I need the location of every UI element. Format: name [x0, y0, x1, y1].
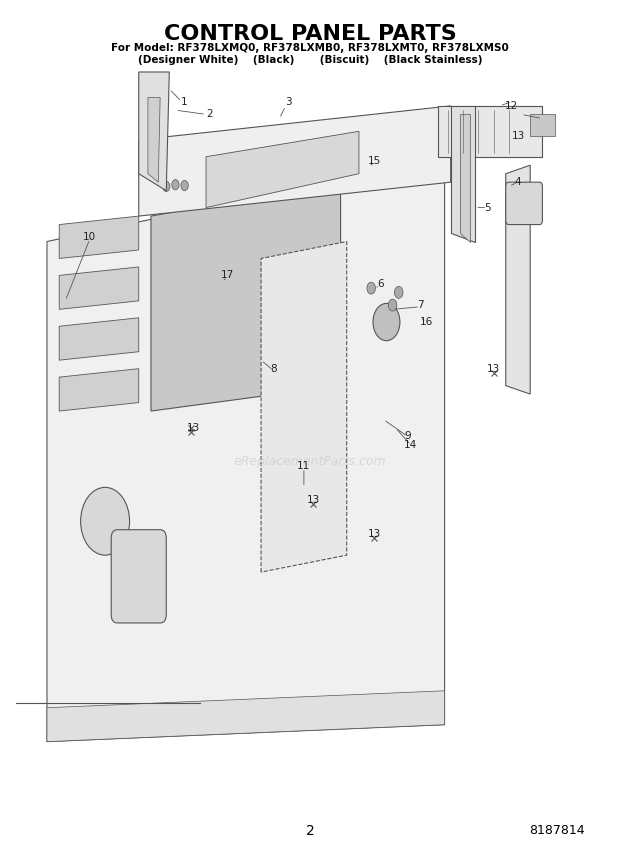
Text: (Designer White)    (Black)       (Biscuit)    (Black Stainless): (Designer White) (Black) (Biscuit) (Blac…: [138, 55, 482, 65]
Polygon shape: [60, 267, 139, 309]
Text: 13: 13: [187, 423, 200, 433]
Polygon shape: [139, 72, 169, 191]
Polygon shape: [47, 157, 445, 741]
Circle shape: [172, 180, 179, 190]
Polygon shape: [261, 241, 347, 572]
Polygon shape: [60, 318, 139, 360]
Text: 13: 13: [368, 529, 381, 539]
Text: 16: 16: [420, 317, 433, 327]
Circle shape: [181, 181, 188, 191]
Text: 17: 17: [221, 270, 234, 281]
Circle shape: [388, 299, 397, 311]
Text: 8187814: 8187814: [529, 824, 585, 837]
FancyBboxPatch shape: [506, 182, 542, 224]
Text: 9: 9: [405, 431, 411, 442]
Polygon shape: [438, 106, 542, 157]
Text: eReplacementParts.com: eReplacementParts.com: [234, 455, 386, 468]
Circle shape: [394, 287, 403, 298]
Text: 13: 13: [487, 364, 500, 374]
Text: CONTROL PANEL PARTS: CONTROL PANEL PARTS: [164, 24, 456, 44]
Text: 3: 3: [285, 97, 292, 107]
Text: 13: 13: [512, 131, 525, 140]
Polygon shape: [506, 165, 530, 394]
Polygon shape: [148, 98, 160, 182]
Text: 4: 4: [515, 177, 521, 187]
Text: 6: 6: [377, 279, 384, 288]
Circle shape: [162, 181, 170, 192]
Text: 11: 11: [297, 461, 311, 471]
Text: 2: 2: [306, 823, 314, 838]
Text: 7: 7: [417, 300, 423, 310]
Polygon shape: [139, 106, 451, 216]
Circle shape: [367, 282, 376, 294]
Polygon shape: [460, 115, 470, 241]
Text: 2: 2: [206, 110, 213, 119]
FancyBboxPatch shape: [111, 530, 166, 623]
Text: 1: 1: [181, 97, 188, 107]
Polygon shape: [151, 182, 340, 411]
Text: 14: 14: [404, 440, 417, 450]
Text: 13: 13: [306, 495, 320, 505]
Circle shape: [81, 487, 130, 556]
Polygon shape: [60, 216, 139, 259]
Text: For Model: RF378LXMQ0, RF378LXMB0, RF378LXMT0, RF378LXMS0: For Model: RF378LXMQ0, RF378LXMB0, RF378…: [111, 44, 509, 53]
Polygon shape: [60, 369, 139, 411]
Text: 5: 5: [484, 203, 490, 212]
Text: 8: 8: [270, 364, 277, 374]
Polygon shape: [530, 115, 555, 135]
Text: 12: 12: [505, 101, 518, 111]
Polygon shape: [47, 691, 445, 741]
Text: 15: 15: [368, 156, 381, 166]
Polygon shape: [206, 131, 359, 208]
Text: 10: 10: [83, 232, 96, 242]
Circle shape: [373, 303, 400, 341]
Polygon shape: [451, 106, 475, 241]
